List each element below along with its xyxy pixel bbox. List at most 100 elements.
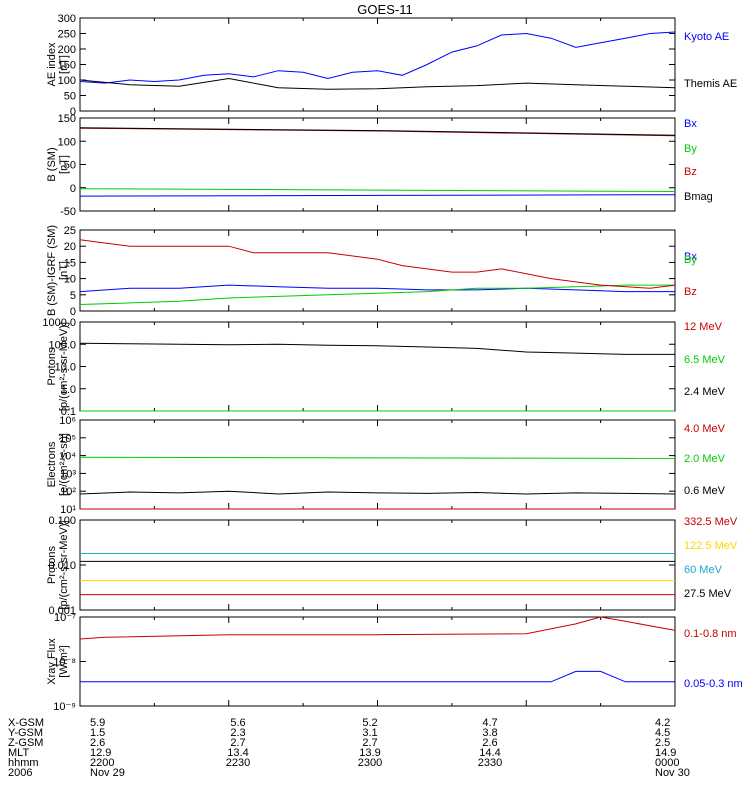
series-line-by xyxy=(79,188,676,192)
y-tick-label: 10³ xyxy=(60,468,76,480)
y-tick-label: 150 xyxy=(58,60,76,72)
orbit-value: 2.7 xyxy=(362,737,377,749)
orbit-value: 2.7 xyxy=(230,737,245,749)
y-tick-label: 0.010 xyxy=(48,560,76,572)
y-axis-label: B (SM)-IGRF (SM) xyxy=(46,225,58,316)
series-line-0-6-mev xyxy=(79,490,676,495)
panel-2: -50 0 50 100 150 B (SM) [nT] Bx By Bz Bmag xyxy=(46,113,713,218)
legend-entry: 332.5 MeV xyxy=(684,516,738,528)
y-tick-label: 10⁻⁸ xyxy=(53,657,76,669)
y-tick-label: 100 xyxy=(58,136,76,148)
y-tick-label: 300 xyxy=(58,13,76,25)
y-axis-label: B (SM) xyxy=(46,147,58,181)
panel-5: 10¹ 10² 10³ 10⁴ 10⁵ 10⁶ Electrons [e/(cm²-s-sr)… xyxy=(46,415,726,516)
legend-entry: 122.5 MeV xyxy=(684,540,738,552)
y-tick-label: 15 xyxy=(64,257,76,269)
y-tick-label: 100.0 xyxy=(48,339,76,351)
series-line-bz xyxy=(79,239,676,289)
y-tick-label: 10 xyxy=(64,274,76,286)
y-tick-label: 0 xyxy=(70,183,76,195)
y-tick-label: 250 xyxy=(58,29,76,41)
y-axis-unit: [e/(cm²-s-sr)] xyxy=(58,433,70,496)
y-tick-label: 100 xyxy=(58,75,76,87)
series-line-bx xyxy=(79,194,676,197)
y-tick-label: 0.001 xyxy=(48,605,76,617)
y-axis-label: Protons xyxy=(46,347,58,385)
orbit-value: 5.2 xyxy=(362,717,377,729)
panel-1: 0 50 100 150 200 250 300 AE index [nT] Kyoto AE Th… xyxy=(46,13,737,118)
y-axis-unit: [nT] xyxy=(58,155,70,174)
legend-entry: 2.0 MeV xyxy=(684,453,726,465)
legend-entry: 0.1-0.8 nm xyxy=(684,628,737,640)
orbit-value: Nov 30 xyxy=(655,767,690,779)
y-tick-label: 10⁻⁷ xyxy=(54,612,76,624)
panel-frame xyxy=(79,17,676,112)
series-line-0-1-0-8-nm xyxy=(79,616,676,640)
orbit-row-label: Y-GSM xyxy=(8,727,43,739)
panel-frame xyxy=(79,321,676,412)
orbit-row-label: 2006 xyxy=(8,767,32,779)
orbit-value: 2.5 xyxy=(655,737,670,749)
series-line-bz xyxy=(79,127,676,137)
y-axis-unit: [p/(cm²-s-sr-MeV)] xyxy=(58,322,70,411)
series-line-2-4-mev xyxy=(79,342,675,355)
series-line-bx xyxy=(79,284,675,293)
orbit-row-label: X-GSM xyxy=(8,717,44,729)
y-axis-label: Xray Flux xyxy=(46,638,58,685)
orbit-value: 4.7 xyxy=(482,717,497,729)
orbit-row-label: Z-GSM xyxy=(8,737,43,749)
y-tick-label: 1.0 xyxy=(61,384,76,396)
panel-4: 0.1 1.0 10.0 100.0 1000.0 Protons [p/(cm²-s-sr… xyxy=(42,317,725,418)
y-tick-label: 10¹ xyxy=(60,504,76,516)
panel-6: 0.001 0.010 0.100 Protons [p/(cm²-s-sr-MeV)]… xyxy=(46,515,738,617)
orbit-ephemeris-table: X-GSMY-GSMZ-GSMMLThhmm20065.91.52.612.92… xyxy=(8,717,690,779)
orbit-value: 2330 xyxy=(478,757,502,769)
legend-entry: Themis AE xyxy=(684,78,737,90)
legend-entry: 6.5 MeV xyxy=(684,354,726,366)
legend-entry: 0.6 MeV xyxy=(684,485,726,497)
legend-entry: Bmag xyxy=(684,191,713,203)
y-tick-label: 0.100 xyxy=(48,515,76,527)
orbit-value: 14.4 xyxy=(479,747,500,759)
orbit-value: 2230 xyxy=(226,757,250,769)
orbit-row-label: MLT xyxy=(8,747,29,759)
orbit-value: 2.6 xyxy=(90,737,105,749)
y-axis-label: Protons xyxy=(46,546,58,584)
y-tick-label: 20 xyxy=(64,241,76,253)
legend-entry: Bx xyxy=(684,251,697,263)
orbit-value: 12.9 xyxy=(90,747,111,759)
panel-frame xyxy=(79,519,676,611)
y-axis-unit: [p/(cm²-s-sr-MeV)] xyxy=(58,520,70,609)
legend-entry: Kyoto AE xyxy=(684,31,729,43)
y-tick-label: 50 xyxy=(64,160,76,172)
panel-frame xyxy=(79,616,676,707)
legend-entry: Bx xyxy=(684,118,697,130)
y-tick-label: 10⁶ xyxy=(59,415,76,427)
y-axis-unit: [W/m²] xyxy=(58,645,70,677)
y-tick-label: 200 xyxy=(58,44,76,56)
orbit-value: 5.6 xyxy=(230,717,245,729)
y-tick-label: 5 xyxy=(70,290,76,302)
y-tick-label: 10² xyxy=(60,486,76,498)
orbit-value: 3.8 xyxy=(482,727,497,739)
orbit-value: 0000 xyxy=(655,757,679,769)
orbit-value: 5.9 xyxy=(90,717,105,729)
y-tick-label: 0.1 xyxy=(61,406,76,418)
y-axis-label: Electrons xyxy=(46,441,58,487)
panel-frame xyxy=(79,117,676,212)
series-line-0-05-0-3-nm xyxy=(80,670,675,683)
legend-entry: By xyxy=(684,143,697,155)
legend-entry: 12 MeV xyxy=(684,321,723,333)
y-axis-unit: [nT] xyxy=(58,261,70,280)
legend-entry: 0.05-0.3 nm xyxy=(684,678,743,690)
series-line-2-0-mev xyxy=(79,456,676,459)
y-tick-label: 1000.0 xyxy=(42,317,76,329)
panel-frame xyxy=(79,419,676,510)
legend-entry: 2.4 MeV xyxy=(684,386,726,398)
orbit-value: 3.1 xyxy=(362,727,377,739)
orbit-value: Nov 29 xyxy=(90,767,125,779)
y-tick-label: -50 xyxy=(60,206,76,218)
